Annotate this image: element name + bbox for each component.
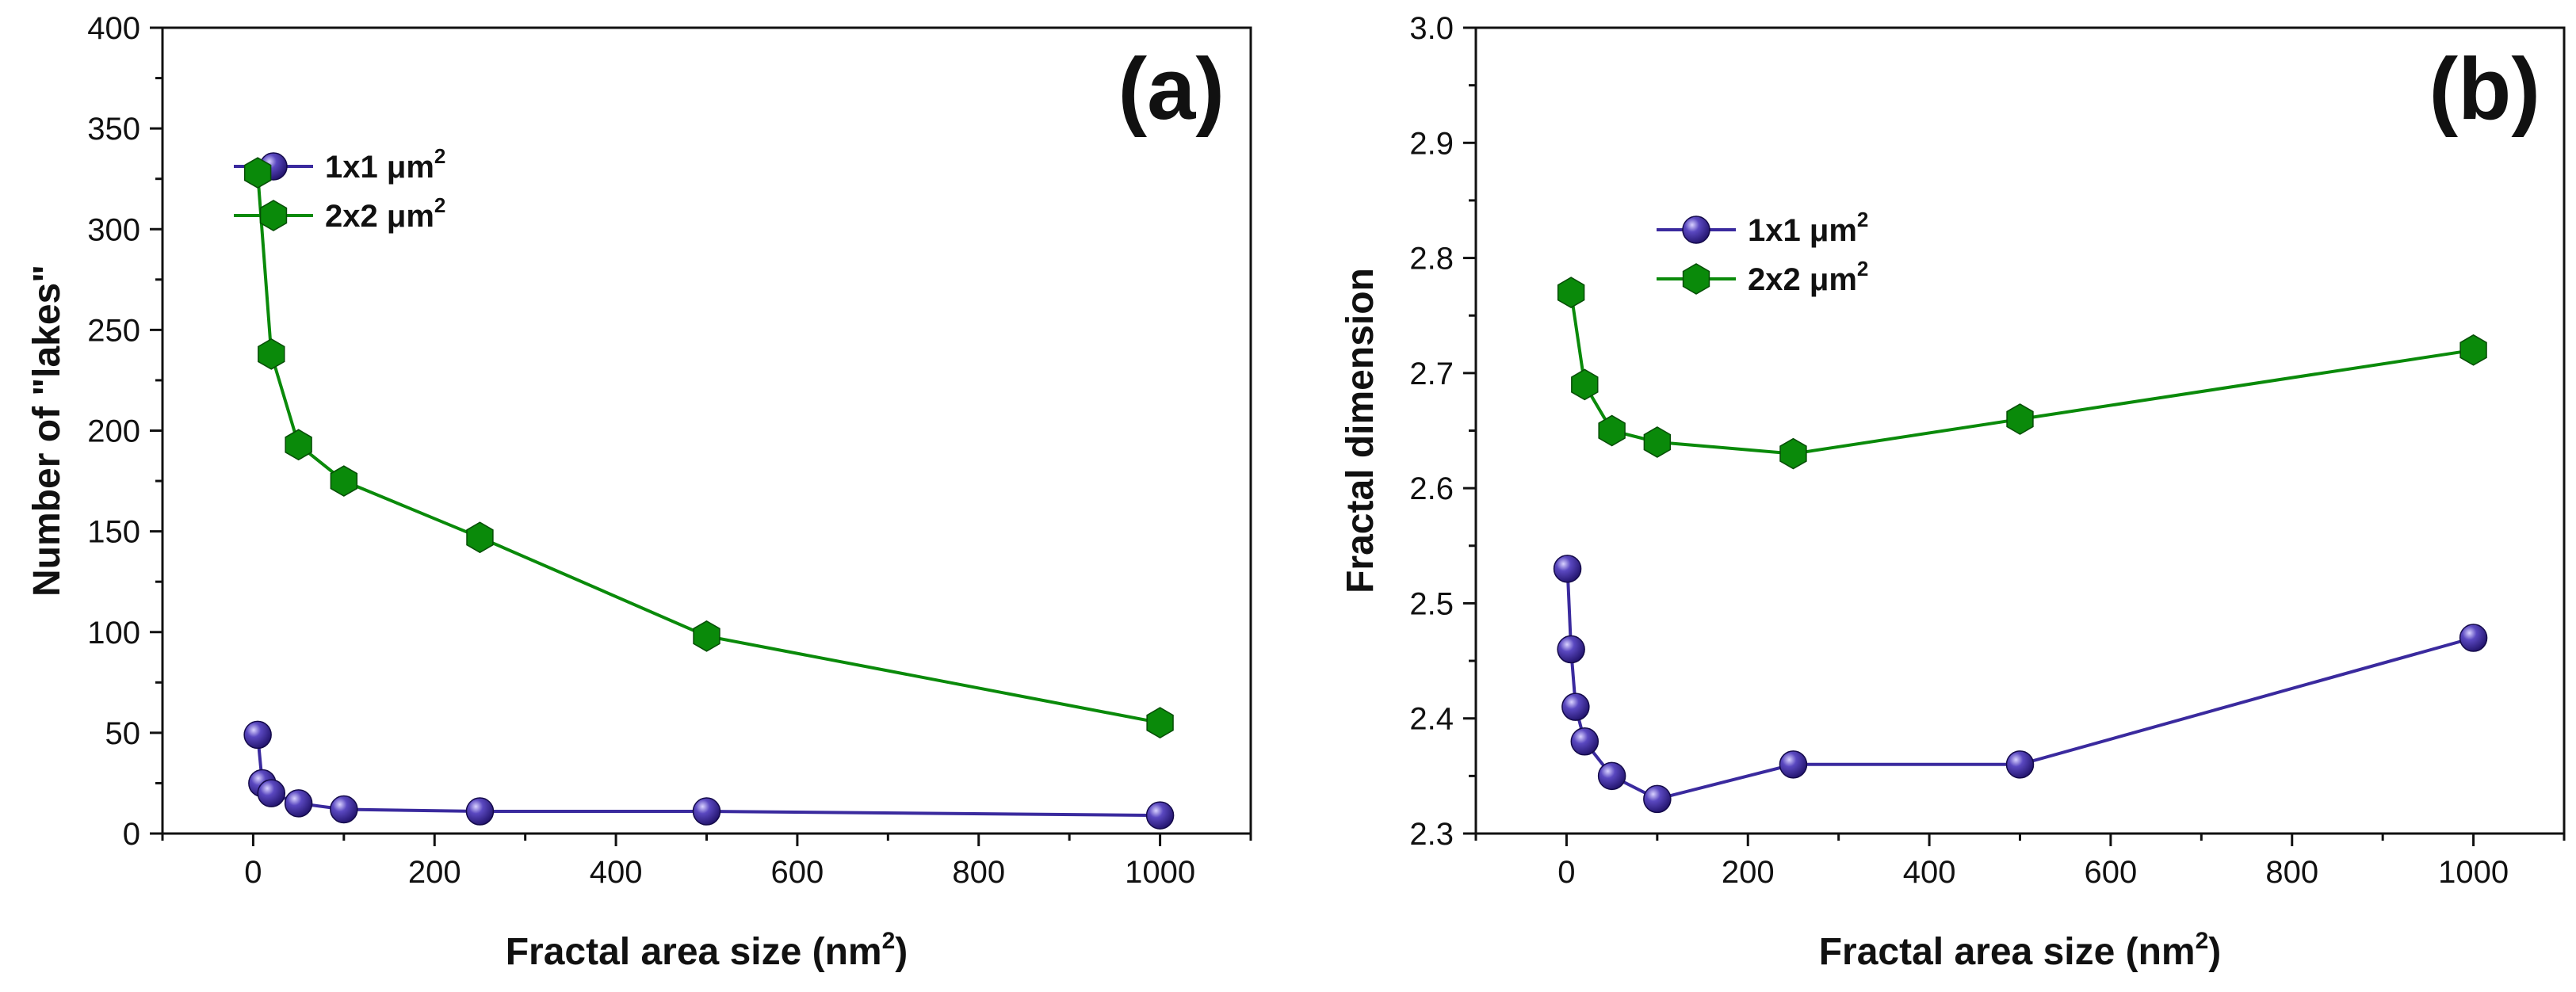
series-1x1: [1553, 555, 2488, 814]
chart-panel-a: 0 200 400 600 800 1000 0 50 100 150 200 250 300 350 40…: [26, 11, 1252, 973]
y-axis-title: Fractal dimension: [1340, 268, 1382, 593]
x-tick-label: 0: [1557, 855, 1575, 890]
data-point: [1553, 555, 1582, 583]
data-point: [2006, 403, 2034, 435]
panel-label: (a): [1118, 40, 1225, 138]
data-point: [692, 797, 721, 826]
y-tick-label: 200: [87, 414, 140, 449]
data-point: [1643, 784, 1672, 814]
x-tick-label: 200: [408, 855, 461, 890]
legend-label: 2x2 μm2: [325, 193, 445, 234]
y-tick-label: 50: [105, 716, 141, 751]
y-axis-title: Number of "lakes": [26, 265, 68, 597]
data-point: [330, 465, 358, 497]
data-point: [1557, 635, 1585, 664]
data-point: [1643, 426, 1672, 458]
data-point: [2459, 624, 2488, 652]
data-point: [465, 797, 495, 826]
legend-marker: [259, 200, 288, 231]
series-2x2: [243, 157, 1174, 739]
data-point: [1557, 277, 1585, 309]
y-tick-label: 300: [87, 212, 140, 247]
legend-marker: [1682, 263, 1710, 295]
y-tick-label: 3.0: [1409, 11, 1454, 46]
data-point: [1598, 414, 1626, 447]
data-point: [1779, 437, 1807, 470]
y-tick-label: 250: [87, 313, 140, 348]
series-2x2: [1557, 277, 2487, 470]
legend-item: 1x1 μm2: [234, 144, 445, 185]
data-point: [285, 429, 312, 461]
legend-label: 2x2 μm2: [1748, 257, 1868, 297]
data-point: [1145, 801, 1175, 830]
y-tick-label: 2.6: [1409, 471, 1454, 506]
legend-item: 2x2 μm2: [1657, 257, 1868, 297]
y-tick-label: 2.4: [1409, 702, 1454, 737]
data-point: [257, 779, 286, 807]
y-tick-label: 2.7: [1409, 357, 1454, 391]
series-1x1: [243, 720, 1175, 830]
y-tick-label: 150: [87, 515, 140, 550]
x-tick-label: 0: [244, 855, 262, 890]
x-tick-label: 800: [952, 855, 1005, 890]
data-point: [258, 338, 285, 370]
x-axis-title: Fractal area size (nm2): [506, 928, 908, 973]
data-point: [1571, 368, 1599, 401]
y-tick-label: 100: [87, 616, 140, 651]
y-tick-label: 2.3: [1409, 817, 1454, 852]
x-tick-label: 400: [1903, 855, 1956, 890]
y-tick-label: 400: [87, 11, 140, 46]
legend-item: 2x2 μm2: [234, 193, 445, 234]
legend-label: 1x1 μm2: [1748, 208, 1868, 248]
x-axis-title: Fractal area size (nm2): [1819, 928, 2222, 973]
data-point: [2459, 334, 2487, 366]
x-tick-label: 200: [1722, 855, 1775, 890]
panel-label: (b): [2429, 40, 2540, 138]
y-tick-label: 0: [123, 817, 140, 852]
data-point: [1146, 707, 1174, 739]
y-tick-label: 2.9: [1409, 126, 1454, 161]
data-point: [243, 157, 272, 189]
chart-panel-b: 0 200 400 600 800 1000 2.3 2.4 2.5 2.6 2.7 2.8 2.9 3.…: [1340, 11, 2566, 973]
data-point: [466, 521, 494, 554]
y-tick-label: 2.5: [1409, 586, 1454, 621]
data-point: [243, 720, 272, 750]
x-tick-label: 1000: [2438, 855, 2509, 890]
data-point: [1597, 761, 1626, 791]
data-point: [1779, 750, 1808, 779]
legend-item: 1x1 μm2: [1657, 208, 1868, 248]
x-tick-label: 600: [771, 855, 824, 890]
plot-frame: [161, 26, 1252, 835]
data-point: [330, 795, 358, 824]
x-tick-label: 600: [2085, 855, 2138, 890]
y-tick-label: 350: [87, 112, 140, 147]
data-point: [284, 789, 313, 818]
data-point: [1561, 692, 1590, 721]
legend-label: 1x1 μm2: [325, 144, 445, 185]
data-point: [1570, 727, 1599, 756]
data-point: [2005, 750, 2035, 779]
x-tick-label: 1000: [1125, 855, 1195, 890]
legend-marker: [1682, 216, 1710, 244]
y-tick-label: 2.8: [1409, 242, 1454, 277]
x-tick-label: 800: [2265, 855, 2318, 890]
data-point: [693, 620, 720, 652]
x-tick-label: 400: [590, 855, 643, 890]
